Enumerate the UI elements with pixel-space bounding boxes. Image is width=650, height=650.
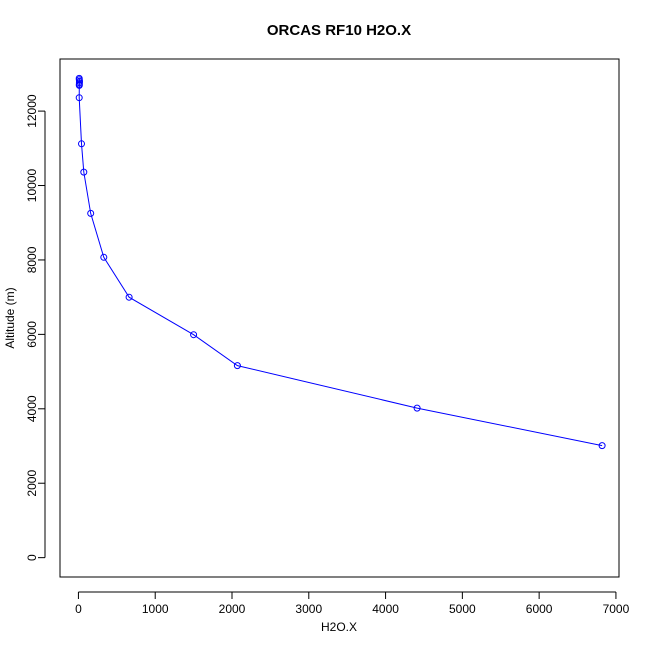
plot-frame bbox=[59, 58, 620, 578]
x-tick-label: 3000 bbox=[295, 602, 322, 616]
x-tick-label: 7000 bbox=[603, 602, 630, 616]
data-point bbox=[598, 442, 606, 450]
y-axis: 0 2000 4000 6000 8000 10000 12000 bbox=[25, 94, 46, 561]
y-tick-label: 8000 bbox=[25, 246, 39, 273]
data-point bbox=[100, 253, 108, 261]
y-axis-label: Altitude (m) bbox=[3, 287, 17, 348]
data-point bbox=[80, 168, 88, 176]
data-point bbox=[125, 293, 133, 301]
data-point bbox=[78, 140, 85, 148]
x-tick-label: 0 bbox=[75, 602, 82, 616]
data-point bbox=[233, 362, 241, 370]
y-tick-label: 6000 bbox=[25, 321, 39, 348]
x-tick-label: 2000 bbox=[219, 602, 246, 616]
y-tick-label: 2000 bbox=[25, 470, 39, 497]
x-tick-label: 6000 bbox=[526, 602, 553, 616]
y-tick-label: 10000 bbox=[25, 169, 39, 203]
data-point bbox=[190, 331, 198, 339]
data-point bbox=[87, 209, 95, 217]
data-point bbox=[75, 94, 83, 102]
y-tick-label: 12000 bbox=[25, 94, 39, 128]
x-axis: 0 1000 2000 3000 4000 5000 6000 7000 bbox=[75, 591, 630, 616]
series-line bbox=[78, 78, 603, 447]
data-point bbox=[413, 404, 421, 412]
y-tick-label: 0 bbox=[25, 554, 39, 561]
data-point bbox=[75, 81, 83, 89]
x-tick-label: 4000 bbox=[372, 602, 399, 616]
data-series bbox=[75, 74, 606, 450]
x-tick-label: 1000 bbox=[142, 602, 169, 616]
x-tick-label: 5000 bbox=[449, 602, 476, 616]
chart-title: ORCAS RF10 H2O.X bbox=[267, 22, 411, 39]
y-tick-label: 4000 bbox=[25, 395, 39, 422]
x-axis-label: H2O.X bbox=[321, 620, 357, 634]
